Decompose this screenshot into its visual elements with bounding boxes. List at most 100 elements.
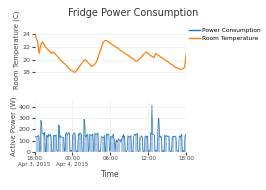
Bar <box>174 137 175 152</box>
Bar <box>156 150 157 152</box>
Bar <box>74 133 75 152</box>
Bar <box>36 137 37 152</box>
Bar <box>145 136 146 152</box>
Bar <box>113 134 114 152</box>
Bar <box>148 151 149 152</box>
Bar <box>70 151 71 152</box>
Bar <box>67 135 68 152</box>
Bar <box>125 151 126 152</box>
Bar <box>179 136 180 152</box>
Bar <box>79 133 80 152</box>
Bar <box>111 137 112 152</box>
Bar <box>54 135 55 152</box>
Bar <box>141 137 142 152</box>
Bar <box>56 151 57 152</box>
Bar <box>116 140 117 152</box>
Bar <box>128 138 129 152</box>
Bar <box>117 141 118 152</box>
Bar <box>34 138 35 152</box>
Bar <box>176 150 177 152</box>
Bar <box>177 150 178 152</box>
Bar <box>151 134 152 152</box>
Bar <box>46 135 47 152</box>
Bar <box>139 151 140 152</box>
Bar <box>72 135 73 152</box>
Bar <box>86 135 87 152</box>
Bar <box>44 132 45 152</box>
Bar <box>83 151 84 152</box>
Legend: Power Consumption, Room Temperature: Power Consumption, Room Temperature <box>187 26 263 44</box>
Bar <box>184 151 185 152</box>
Bar <box>87 135 88 152</box>
Bar <box>168 136 169 152</box>
Bar <box>118 139 119 152</box>
Bar <box>43 133 44 152</box>
Bar <box>159 136 160 152</box>
Bar <box>37 137 38 152</box>
Bar <box>106 135 107 152</box>
Bar <box>95 134 96 152</box>
Bar <box>153 135 154 152</box>
Bar <box>76 150 77 152</box>
Bar <box>181 134 182 152</box>
Text: Fridge Power Consumption: Fridge Power Consumption <box>68 8 198 18</box>
Bar <box>59 126 60 152</box>
Bar <box>80 133 81 152</box>
Bar <box>71 150 72 152</box>
Bar <box>147 136 148 152</box>
Bar <box>112 136 113 152</box>
Bar <box>136 134 137 152</box>
Bar <box>152 135 153 152</box>
Bar <box>82 151 83 152</box>
Bar <box>107 135 108 152</box>
Bar <box>39 151 40 152</box>
Bar <box>47 136 48 152</box>
Bar <box>173 136 174 152</box>
Bar <box>52 151 53 152</box>
Bar <box>50 134 51 152</box>
Bar <box>169 150 170 152</box>
Bar <box>103 137 104 152</box>
Bar <box>49 136 50 152</box>
Bar <box>65 134 66 152</box>
Bar <box>158 118 159 152</box>
Bar <box>171 150 172 152</box>
Bar <box>185 135 186 152</box>
Bar <box>180 136 181 152</box>
Bar <box>57 151 58 152</box>
Bar <box>175 136 176 152</box>
Bar <box>115 143 116 152</box>
Bar <box>92 135 93 152</box>
Y-axis label: Active Power (W): Active Power (W) <box>10 97 16 156</box>
Bar <box>130 137 131 152</box>
Bar <box>51 151 52 152</box>
Bar <box>150 133 151 152</box>
Bar <box>140 137 141 152</box>
Bar <box>166 135 167 152</box>
Bar <box>69 134 70 152</box>
Bar <box>121 139 122 152</box>
Bar <box>124 136 125 152</box>
Bar <box>144 151 145 152</box>
Bar <box>78 134 79 152</box>
Bar <box>135 135 136 152</box>
Bar <box>142 138 143 152</box>
Bar <box>123 135 124 152</box>
Bar <box>157 138 158 152</box>
Bar <box>62 137 63 152</box>
Bar <box>108 135 109 152</box>
Bar <box>133 137 134 152</box>
Bar <box>109 150 110 152</box>
Bar <box>48 134 49 152</box>
Bar <box>89 134 90 152</box>
Bar <box>38 135 39 152</box>
Bar <box>114 139 115 152</box>
Bar <box>104 135 105 152</box>
Bar <box>138 151 139 152</box>
Bar <box>183 150 184 152</box>
Bar <box>122 136 123 152</box>
Bar <box>164 135 165 152</box>
Bar <box>154 135 155 152</box>
Bar <box>97 135 98 152</box>
Bar <box>75 134 76 152</box>
